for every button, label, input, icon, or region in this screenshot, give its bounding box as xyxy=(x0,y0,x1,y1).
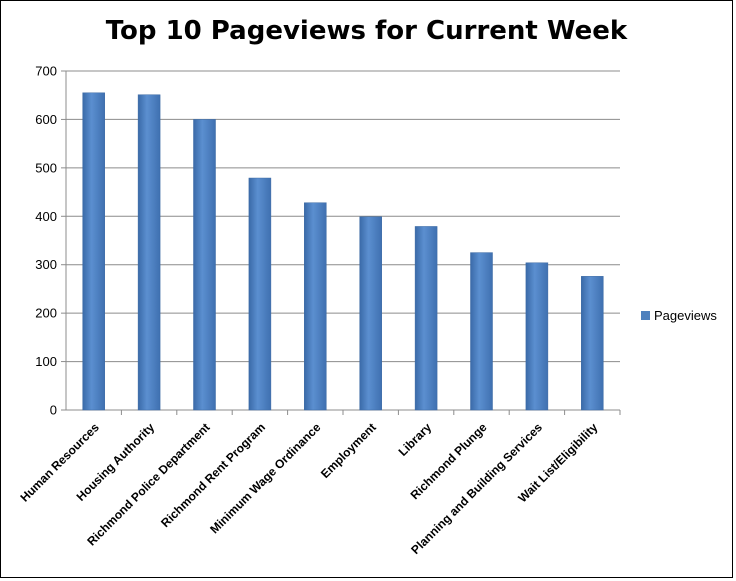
bar xyxy=(82,92,105,411)
y-tick-label: 200 xyxy=(35,306,57,321)
bar xyxy=(137,94,161,411)
y-tick-label: 500 xyxy=(35,160,57,175)
x-tick-label: Employment xyxy=(318,420,379,481)
bar xyxy=(470,252,493,411)
y-tick-label: 0 xyxy=(50,403,57,418)
y-tick-label: 700 xyxy=(35,64,57,79)
y-tick-label: 400 xyxy=(35,209,57,224)
y-tick-label: 300 xyxy=(35,257,57,272)
y-tick-label: 600 xyxy=(35,112,57,127)
bar xyxy=(304,202,327,411)
bar xyxy=(414,226,438,411)
chart-title: Top 10 Pageviews for Current Week xyxy=(105,16,628,46)
bar xyxy=(248,177,272,411)
x-tick-label: Minimum Wage Ordinance xyxy=(207,420,323,536)
legend-label: Pageviews xyxy=(654,308,717,323)
bar xyxy=(359,216,382,411)
bar xyxy=(193,119,216,411)
bar xyxy=(581,276,604,411)
x-tick-label: Richmond Rent Program xyxy=(158,420,268,530)
bar xyxy=(525,262,549,411)
x-tick-label: Library xyxy=(396,420,435,459)
legend-swatch xyxy=(641,311,650,320)
y-tick-label: 100 xyxy=(35,354,57,369)
